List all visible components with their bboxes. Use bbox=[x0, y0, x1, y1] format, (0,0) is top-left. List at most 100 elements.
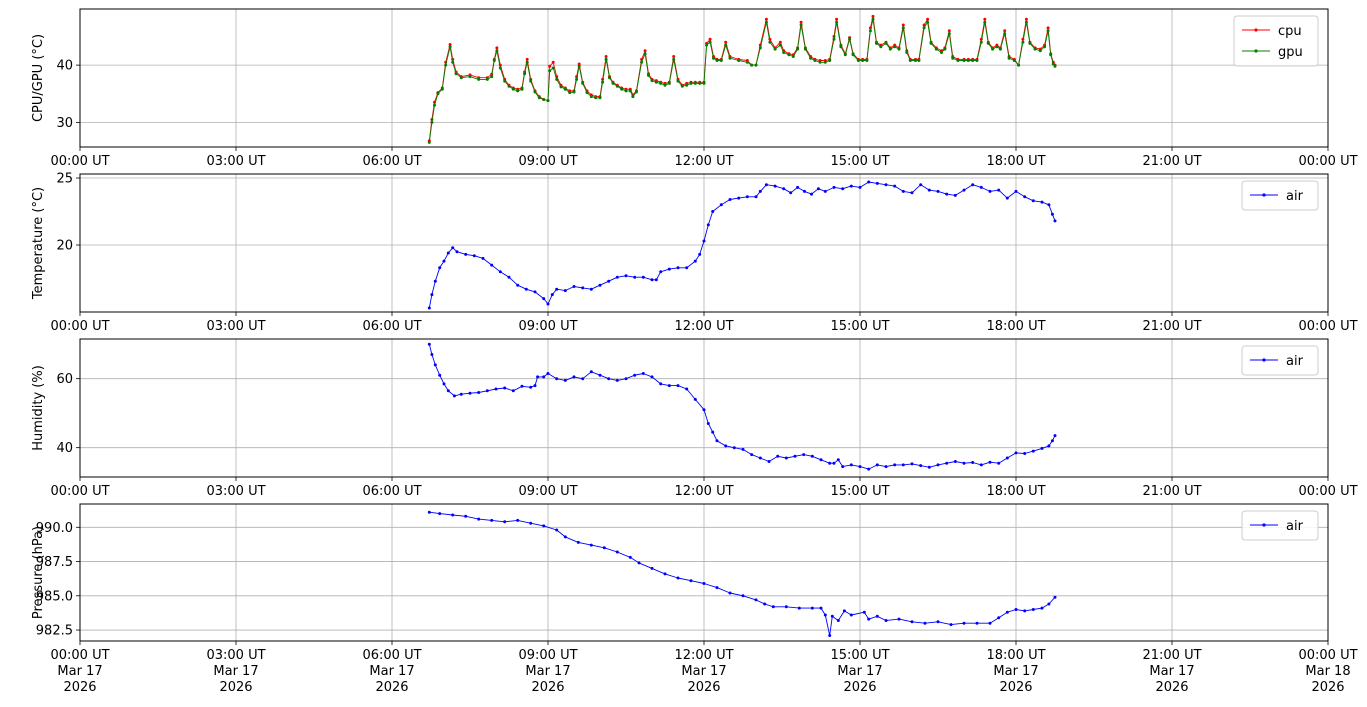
data-point bbox=[763, 602, 767, 606]
x-tick-label-line: 2026 bbox=[219, 680, 252, 695]
data-point bbox=[962, 621, 966, 625]
data-point bbox=[750, 63, 754, 67]
data-point bbox=[741, 594, 745, 598]
data-point bbox=[438, 266, 442, 270]
legend-label-gpu: gpu bbox=[1278, 45, 1303, 60]
data-point bbox=[598, 283, 602, 287]
data-point bbox=[728, 198, 732, 201]
data-point bbox=[1014, 451, 1018, 455]
data-point bbox=[796, 185, 800, 189]
data-point bbox=[563, 535, 567, 539]
data-point bbox=[477, 391, 481, 394]
data-point bbox=[490, 263, 494, 267]
data-point bbox=[782, 187, 786, 191]
data-point bbox=[908, 59, 912, 62]
data-point bbox=[919, 183, 923, 187]
data-point bbox=[708, 40, 712, 44]
x-tick-label: 12:00 UT Mar 17 2026 bbox=[674, 648, 733, 695]
data-point bbox=[589, 370, 593, 374]
data-point bbox=[1014, 189, 1018, 193]
data-point bbox=[758, 46, 762, 50]
data-point bbox=[563, 87, 567, 91]
x-tick-label: 15:00 UT bbox=[830, 319, 889, 334]
data-point bbox=[589, 287, 593, 291]
data-point bbox=[572, 375, 576, 379]
data-point bbox=[802, 453, 806, 457]
data-point bbox=[875, 463, 879, 467]
data-point bbox=[945, 461, 949, 465]
data-point bbox=[897, 47, 901, 51]
x-tick-label: 06:00 UT Mar 17 2026 bbox=[362, 648, 421, 695]
data-point bbox=[1014, 608, 1018, 611]
data-point bbox=[468, 75, 472, 79]
x-tick-label-line: 21:00 UT bbox=[1142, 484, 1201, 499]
data-point bbox=[803, 189, 806, 193]
data-point bbox=[893, 463, 897, 467]
data-point bbox=[1051, 62, 1055, 66]
data-point bbox=[698, 81, 702, 85]
data-point bbox=[490, 75, 494, 79]
data-point bbox=[442, 259, 446, 263]
data-point bbox=[615, 84, 619, 88]
subplot-1: 00:00 UT 03:00 UT 06:00 UT 09:00 UT 12:00 UT… bbox=[31, 8, 1358, 169]
x-tick-label-line: 15:00 UT bbox=[830, 648, 889, 663]
data-point bbox=[1047, 444, 1051, 448]
y-tick-label: 987.5 bbox=[36, 555, 73, 570]
data-point bbox=[485, 389, 489, 393]
data-point bbox=[754, 195, 758, 199]
x-tick-label-line: 18:00 UT bbox=[986, 648, 1045, 663]
data-point bbox=[945, 192, 949, 196]
data-point bbox=[667, 384, 671, 388]
data-point bbox=[611, 81, 615, 85]
data-point bbox=[858, 465, 862, 469]
data-point bbox=[430, 293, 434, 297]
data-point bbox=[1050, 212, 1054, 216]
data-point bbox=[659, 270, 663, 274]
data-point bbox=[430, 120, 434, 124]
data-point bbox=[641, 372, 645, 375]
data-point bbox=[914, 59, 917, 62]
data-point bbox=[771, 605, 775, 609]
data-point bbox=[841, 465, 845, 469]
data-point bbox=[650, 79, 654, 83]
data-point bbox=[529, 521, 533, 525]
data-point bbox=[917, 59, 921, 62]
data-point bbox=[523, 72, 527, 76]
x-tick-label-line: 00:00 UT bbox=[50, 484, 109, 499]
data-point bbox=[676, 576, 680, 580]
data-point bbox=[520, 87, 524, 91]
x-tick-label-line: 15:00 UT bbox=[830, 154, 889, 169]
data-point bbox=[438, 373, 442, 377]
data-point bbox=[663, 572, 667, 576]
data-point bbox=[922, 23, 926, 27]
data-point bbox=[1005, 610, 1009, 614]
data-point bbox=[949, 623, 953, 627]
data-point bbox=[654, 80, 658, 84]
data-point bbox=[427, 306, 431, 310]
data-point bbox=[615, 378, 619, 382]
legend-box bbox=[1241, 345, 1319, 376]
data-point bbox=[604, 55, 608, 58]
data-point bbox=[1053, 595, 1057, 599]
data-point bbox=[1033, 47, 1037, 51]
data-point bbox=[971, 59, 975, 62]
data-point bbox=[628, 89, 632, 93]
x-tick-label: 00:00 UT bbox=[50, 319, 109, 334]
data-point bbox=[654, 278, 658, 282]
subplot-3: 00:00 UT 03:00 UT 06:00 UT 09:00 UT 12:00 UT… bbox=[31, 338, 1358, 499]
data-point bbox=[836, 458, 840, 462]
data-point bbox=[436, 92, 440, 96]
x-tick-label: 12:00 UT bbox=[674, 484, 733, 499]
data-point bbox=[507, 84, 511, 88]
y-tick-label: 30 bbox=[56, 116, 73, 131]
x-tick-label: 12:00 UT bbox=[674, 319, 733, 334]
data-point bbox=[548, 69, 552, 73]
y-tick-label: 40 bbox=[56, 59, 73, 74]
x-tick-label-line: 18:00 UT bbox=[986, 154, 1045, 169]
data-point bbox=[1046, 29, 1050, 33]
data-point bbox=[581, 286, 585, 290]
y-tick-label: 60 bbox=[56, 372, 73, 387]
data-point bbox=[776, 454, 780, 458]
legend: air bbox=[1241, 510, 1319, 541]
